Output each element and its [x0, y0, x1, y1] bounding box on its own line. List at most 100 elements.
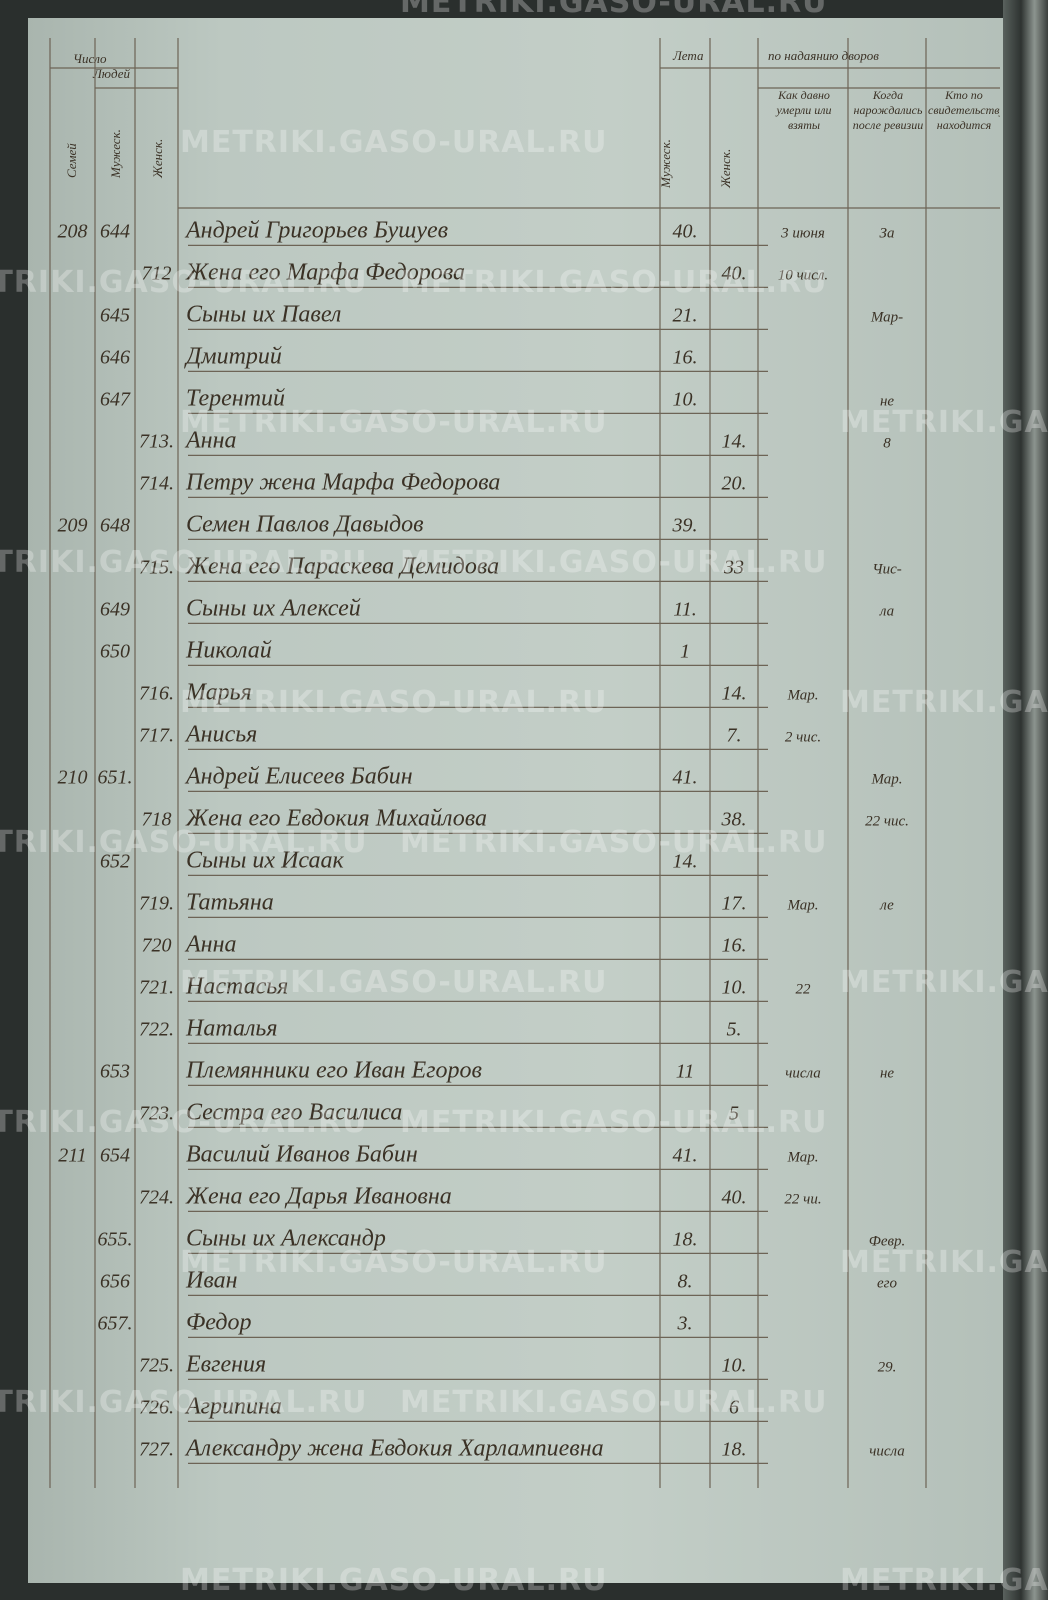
note-col1: 22 чи.: [784, 1191, 821, 1207]
person-name: Жена его Параскева Демидова: [185, 553, 499, 579]
note-col1: 22: [796, 981, 812, 997]
header-male: Мужеск.: [108, 129, 123, 179]
note-col2: Мар.: [870, 771, 902, 787]
male-number: 647: [100, 388, 131, 410]
family-number: 208: [58, 220, 88, 242]
female-age: 40.: [722, 262, 747, 284]
person-name: Семен Павлов Давыдов: [186, 511, 424, 537]
person-name: Дмитрий: [184, 343, 282, 369]
female-number: 717.: [139, 724, 174, 746]
female-age: 17.: [722, 892, 747, 914]
female-number: 725.: [139, 1354, 174, 1376]
male-number: 649: [100, 598, 130, 620]
female-age: 16.: [722, 934, 747, 956]
female-number: 713.: [139, 430, 174, 452]
male-age: 41.: [673, 766, 698, 788]
header-female: Женск.: [150, 139, 165, 179]
person-name: Андрей Григорьев Бушуев: [184, 217, 448, 243]
family-number: 211: [58, 1144, 87, 1166]
female-number: 718: [142, 808, 172, 830]
header-families: Семей: [64, 143, 79, 178]
female-number: 726.: [139, 1396, 174, 1418]
male-number: 645: [100, 304, 130, 326]
person-name: Жена его Дарья Ивановна: [185, 1183, 452, 1209]
note-col1: 10 числ.: [778, 267, 828, 283]
female-age: 14.: [722, 682, 747, 704]
female-number: 712: [142, 262, 172, 284]
person-name: Жена его Евдокия Михайлова: [185, 805, 487, 831]
male-age: 41.: [673, 1144, 698, 1166]
female-age: 18.: [722, 1438, 747, 1460]
person-name: Сыны их Алексей: [186, 595, 361, 621]
person-name: Александру жена Евдокия Харлампиевна: [184, 1435, 604, 1461]
female-number: 720: [142, 934, 172, 956]
person-name: Агрипина: [184, 1393, 282, 1419]
male-age: 16.: [673, 346, 698, 368]
female-number: 724.: [139, 1186, 174, 1208]
family-number: 209: [58, 514, 88, 536]
header-households: по надаянию дворов: [768, 48, 879, 63]
note-col2: 29.: [878, 1359, 897, 1375]
female-age: 10.: [722, 1354, 747, 1376]
male-age: 21.: [673, 304, 698, 326]
male-number: 653: [100, 1060, 130, 1082]
female-age: 20.: [722, 472, 747, 494]
family-number: 210: [58, 766, 88, 788]
header-col1: Как давно умерли или взяты: [776, 88, 832, 132]
ledger-sheet: Число Людей Семей Мужеск. Женск. Лета Му…: [49, 38, 1000, 1488]
note-col2: 8: [883, 435, 891, 451]
note-col2: Февр.: [869, 1233, 905, 1249]
note-col1: Мар.: [786, 1149, 818, 1165]
male-number: 646: [100, 346, 130, 368]
female-number: 727.: [139, 1438, 174, 1460]
note-col2: 22 чис.: [865, 813, 909, 829]
female-age: 5.: [727, 1018, 742, 1040]
person-name: Федор: [186, 1309, 252, 1335]
person-name: Андрей Елисеев Бабин: [184, 763, 413, 789]
note-col2: его: [877, 1275, 898, 1291]
note-col2: не: [880, 393, 894, 409]
female-number: 714.: [139, 472, 174, 494]
male-number: 654: [100, 1144, 130, 1166]
female-age: 6: [729, 1396, 739, 1418]
male-age: 3.: [677, 1312, 693, 1334]
note-col1: Мар.: [786, 897, 818, 913]
person-name: Терентий: [186, 385, 285, 411]
female-age: 38.: [721, 808, 747, 830]
male-age: 1: [680, 640, 690, 662]
female-number: 719.: [139, 892, 174, 914]
male-age: 8.: [678, 1270, 693, 1292]
header-count: Число: [73, 51, 107, 66]
header-col2: Когда нарождались после ревизии: [852, 88, 924, 132]
person-name: Марья: [185, 679, 252, 705]
note-col2: числа: [869, 1443, 905, 1459]
note-col1: 3 июня: [780, 225, 825, 241]
person-name: Петру жена Марфа Федорова: [185, 469, 500, 495]
note-col2: Чис-: [872, 561, 902, 577]
male-number: 652: [100, 850, 130, 872]
male-age: 18.: [673, 1228, 698, 1250]
person-name: Сыны их Исаак: [186, 847, 344, 873]
female-number: 723.: [139, 1102, 174, 1124]
header-col3: Кто по свидетельству находится: [928, 88, 1000, 132]
female-age: 14.: [722, 430, 747, 452]
watermark: METRIKI.GASO-URAL.RU: [400, 0, 828, 20]
header-col3-box: Кто по свидетельству находится: [928, 88, 1000, 132]
female-age: 33: [723, 556, 744, 578]
header-col2-box: Когда нарождались после ревизии: [852, 88, 924, 132]
male-number: 655.: [98, 1228, 133, 1250]
female-age: 40.: [722, 1186, 747, 1208]
note-col2: ла: [879, 603, 894, 619]
person-name: Жена его Марфа Федорова: [185, 259, 465, 285]
female-number: 721.: [139, 976, 174, 998]
header-age-male: Мужеск.: [658, 139, 673, 189]
male-number: 648: [100, 514, 130, 536]
person-name: Иван: [185, 1267, 238, 1293]
person-name: Анна: [184, 931, 236, 957]
header-col1-box: Как давно умерли или взяты: [776, 88, 832, 132]
person-name: Василий Иванов Бабин: [186, 1141, 418, 1167]
header-people: Людей: [92, 66, 130, 81]
person-name: Наталья: [185, 1015, 278, 1041]
male-number: 657.: [98, 1312, 133, 1334]
